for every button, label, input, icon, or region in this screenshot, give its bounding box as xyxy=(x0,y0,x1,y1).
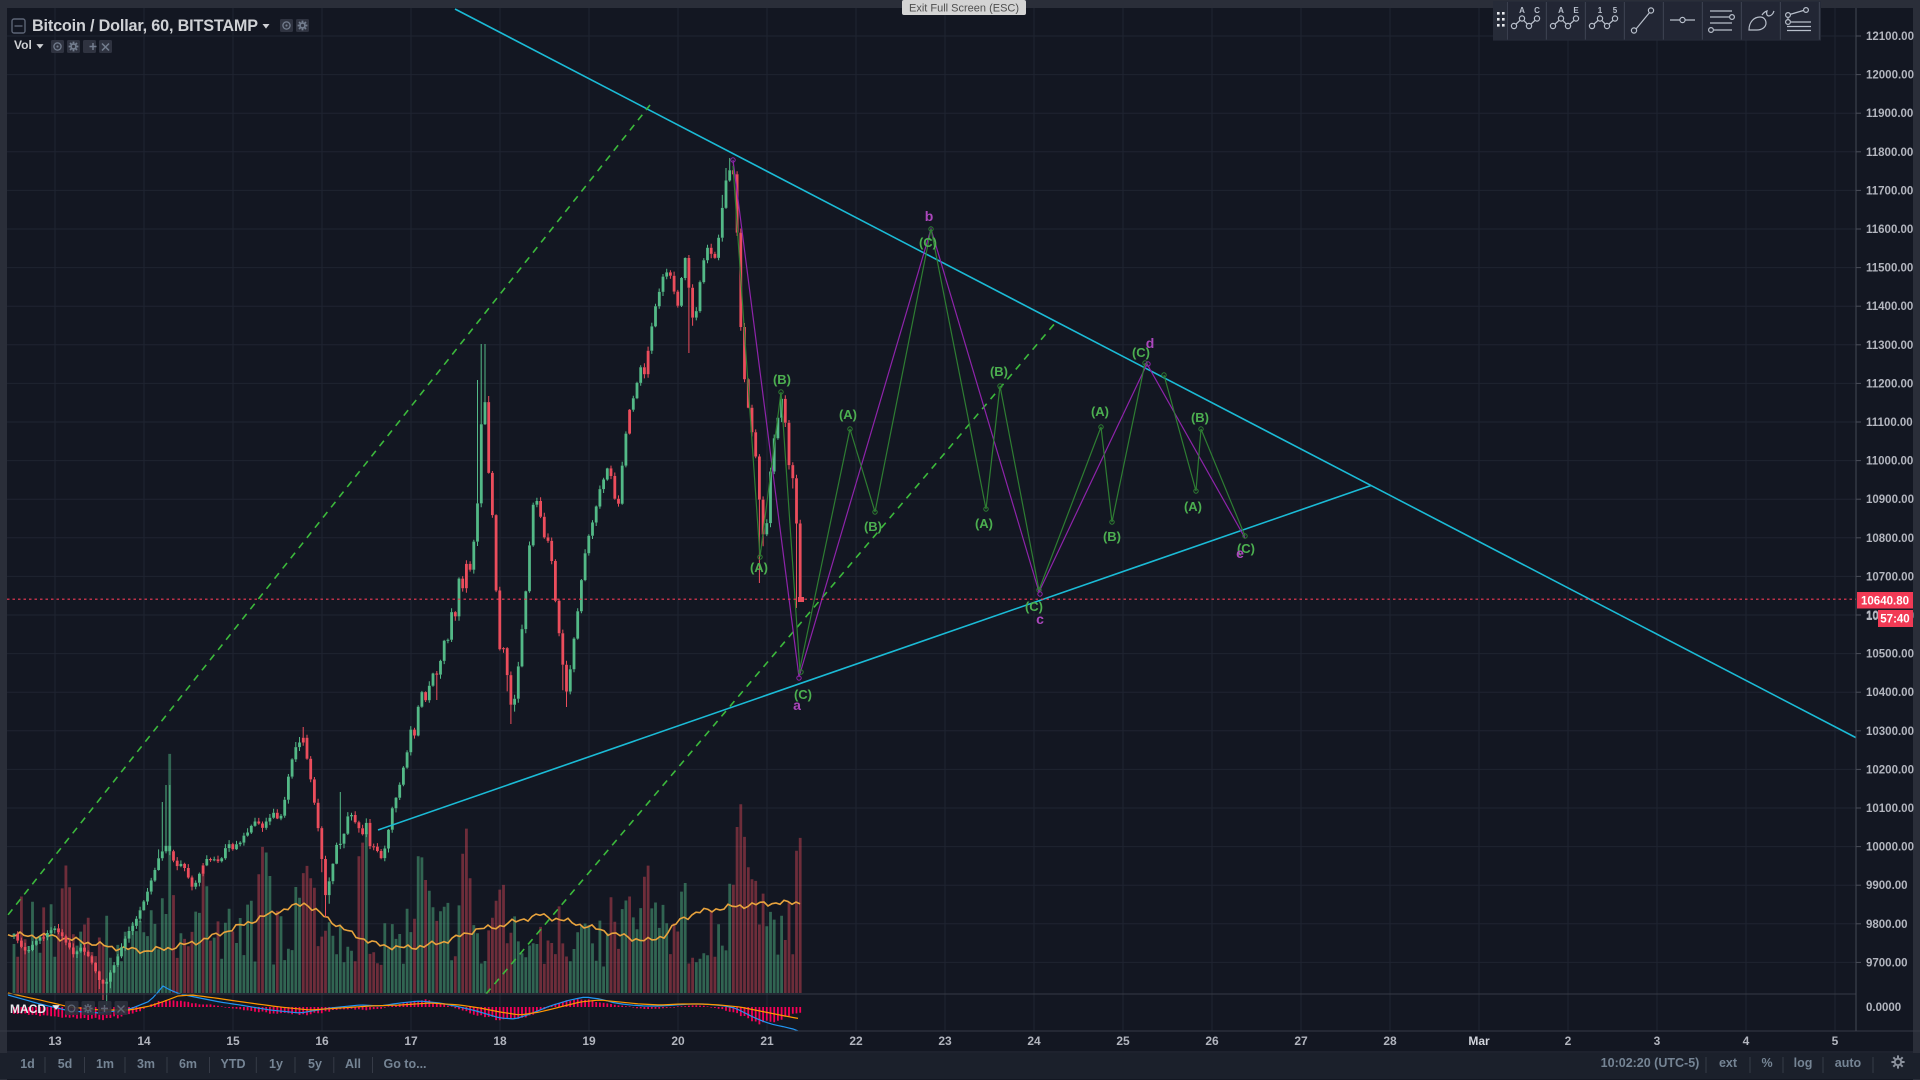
svg-text:4: 4 xyxy=(1743,1034,1750,1048)
svg-text:(B): (B) xyxy=(1103,529,1121,544)
svg-text:All: All xyxy=(345,1057,361,1071)
svg-text:1d: 1d xyxy=(20,1057,35,1071)
svg-text:2: 2 xyxy=(1565,1034,1572,1048)
svg-text:(B): (B) xyxy=(1191,410,1209,425)
svg-text:11700.00: 11700.00 xyxy=(1866,185,1913,197)
svg-text:10:02:20 (UTC-5): 10:02:20 (UTC-5) xyxy=(1601,1056,1700,1070)
svg-text:(A): (A) xyxy=(750,560,768,575)
svg-text:Exit Full Screen (ESC): Exit Full Screen (ESC) xyxy=(909,3,1019,15)
svg-text:10100.00: 10100.00 xyxy=(1866,803,1914,815)
svg-text:(C): (C) xyxy=(1025,599,1043,614)
svg-text:Bitcoin / Dollar, 60, BITSTAMP: Bitcoin / Dollar, 60, BITSTAMP xyxy=(32,17,258,35)
svg-text:d: d xyxy=(1146,335,1155,351)
svg-text:auto: auto xyxy=(1835,1056,1862,1070)
svg-text:24: 24 xyxy=(1027,1034,1041,1048)
svg-text:(A): (A) xyxy=(1184,499,1202,514)
svg-text:10300.00: 10300.00 xyxy=(1866,726,1914,738)
svg-text:(C): (C) xyxy=(1237,541,1255,556)
svg-text:11900.00: 11900.00 xyxy=(1866,108,1913,120)
svg-text:1m: 1m xyxy=(96,1057,114,1071)
svg-text:Go to...: Go to... xyxy=(383,1057,426,1071)
svg-text:11500.00: 11500.00 xyxy=(1866,263,1913,275)
svg-text:11800.00: 11800.00 xyxy=(1866,147,1913,159)
svg-text:11300.00: 11300.00 xyxy=(1866,340,1913,352)
svg-text:1: 1 xyxy=(1598,6,1603,15)
svg-text:28: 28 xyxy=(1383,1034,1397,1048)
svg-text:YTD: YTD xyxy=(221,1057,246,1071)
svg-text:16: 16 xyxy=(315,1034,329,1048)
svg-text:1y: 1y xyxy=(269,1057,283,1071)
svg-text:(B): (B) xyxy=(990,364,1008,379)
svg-text:27: 27 xyxy=(1294,1034,1308,1048)
svg-text:25: 25 xyxy=(1116,1034,1130,1048)
svg-text:11600.00: 11600.00 xyxy=(1866,224,1913,236)
svg-text:A: A xyxy=(1519,6,1525,15)
svg-text:3: 3 xyxy=(1654,1034,1661,1048)
svg-text:(B): (B) xyxy=(864,519,882,534)
svg-text:(C): (C) xyxy=(1132,345,1150,360)
svg-text:57:40: 57:40 xyxy=(1880,614,1909,626)
svg-text:9800.00: 9800.00 xyxy=(1866,919,1908,931)
svg-text:6m: 6m xyxy=(179,1057,197,1071)
svg-text:15: 15 xyxy=(226,1034,240,1048)
svg-text:e: e xyxy=(1236,545,1244,561)
svg-text:%: % xyxy=(1761,1056,1772,1070)
svg-text:23: 23 xyxy=(938,1034,952,1048)
svg-text:10640.80: 10640.80 xyxy=(1861,596,1909,608)
svg-text:11200.00: 11200.00 xyxy=(1866,378,1913,390)
svg-text:A: A xyxy=(1558,6,1564,15)
svg-text:(A): (A) xyxy=(975,516,993,531)
svg-text:(C): (C) xyxy=(794,687,812,702)
svg-text:26: 26 xyxy=(1205,1034,1219,1048)
svg-text:21: 21 xyxy=(760,1034,774,1048)
svg-text:5: 5 xyxy=(1613,6,1618,15)
svg-text:13: 13 xyxy=(48,1034,62,1048)
svg-text:10000.00: 10000.00 xyxy=(1866,842,1914,854)
svg-text:11400.00: 11400.00 xyxy=(1866,301,1913,313)
svg-text:Mar: Mar xyxy=(1468,1034,1490,1048)
svg-text:10800.00: 10800.00 xyxy=(1866,533,1914,545)
svg-text:10700.00: 10700.00 xyxy=(1866,571,1914,583)
svg-text:17: 17 xyxy=(404,1034,418,1048)
svg-text:Vol: Vol xyxy=(14,38,32,52)
svg-text:10200.00: 10200.00 xyxy=(1866,764,1914,776)
svg-text:MACD: MACD xyxy=(10,1002,46,1016)
svg-text:a: a xyxy=(793,697,801,713)
svg-text:5y: 5y xyxy=(308,1057,322,1071)
svg-text:E: E xyxy=(1573,6,1579,15)
svg-text:5d: 5d xyxy=(58,1057,73,1071)
svg-text:(B): (B) xyxy=(773,372,791,387)
svg-text:(A): (A) xyxy=(839,407,857,422)
svg-text:c: c xyxy=(1036,611,1044,627)
svg-text:10400.00: 10400.00 xyxy=(1866,687,1914,699)
svg-text:14: 14 xyxy=(137,1034,151,1048)
svg-text:3m: 3m xyxy=(137,1057,155,1071)
svg-text:22: 22 xyxy=(849,1034,863,1048)
svg-text:9900.00: 9900.00 xyxy=(1866,880,1908,892)
svg-text:log: log xyxy=(1794,1056,1813,1070)
svg-text:19: 19 xyxy=(582,1034,596,1048)
svg-text:b: b xyxy=(925,208,934,224)
svg-text:11100.00: 11100.00 xyxy=(1866,417,1913,429)
svg-text:9700.00: 9700.00 xyxy=(1866,957,1908,969)
svg-text:12100.00: 12100.00 xyxy=(1866,31,1914,43)
svg-text:(A): (A) xyxy=(1091,404,1109,419)
svg-text:(C): (C) xyxy=(919,235,937,250)
svg-text:C: C xyxy=(1534,6,1540,15)
svg-text:12000.00: 12000.00 xyxy=(1866,70,1914,82)
svg-text:11000.00: 11000.00 xyxy=(1866,456,1913,468)
svg-text:5: 5 xyxy=(1832,1034,1839,1048)
svg-text:10500.00: 10500.00 xyxy=(1866,649,1914,661)
svg-text:20: 20 xyxy=(671,1034,685,1048)
svg-text:0.0000: 0.0000 xyxy=(1866,1002,1901,1014)
svg-text:10900.00: 10900.00 xyxy=(1866,494,1914,506)
svg-text:18: 18 xyxy=(493,1034,507,1048)
svg-text:ext: ext xyxy=(1719,1056,1738,1070)
